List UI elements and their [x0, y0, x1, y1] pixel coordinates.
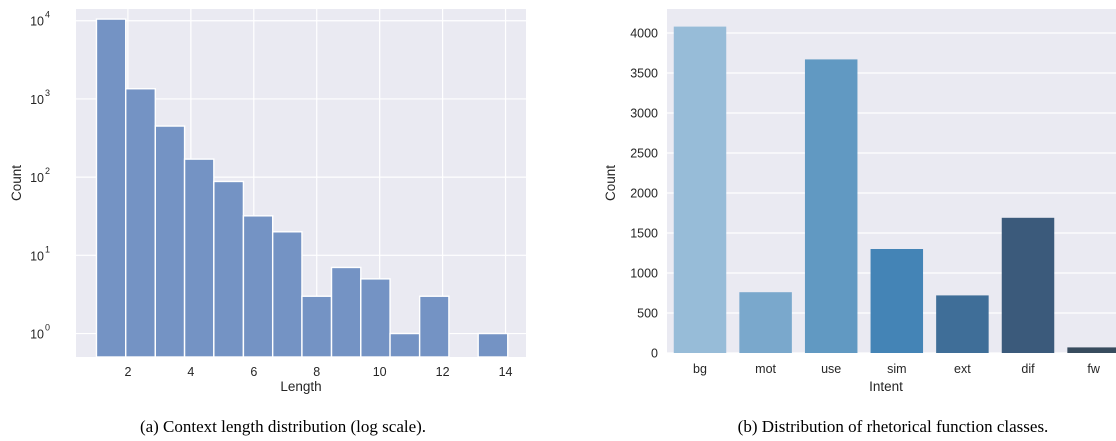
right-x-tick-label: sim	[887, 362, 906, 376]
left-y-tick-exponent: 0	[45, 323, 50, 333]
histogram-bar	[271, 231, 303, 358]
right-y-tick-label: 3000	[630, 107, 658, 121]
left-y-tick-exponent: 3	[45, 88, 50, 98]
right-y-axis-title: Count	[603, 165, 618, 201]
right-x-tick-label: mot	[755, 362, 776, 376]
histogram-bar	[301, 295, 333, 358]
left-x-tick-label: 2	[124, 365, 131, 379]
histogram-bar	[95, 18, 127, 358]
right-x-tick-label: dif	[1021, 362, 1035, 376]
left-y-axis-title: Count	[9, 165, 24, 201]
left-x-tick-labels: 2 4 6 8 10 12 14	[124, 365, 512, 379]
bar-ext	[936, 295, 989, 353]
right-x-tick-label: bg	[693, 362, 707, 376]
right-y-tick-label: 0	[651, 347, 658, 361]
left-y-tick-label: 10	[30, 171, 44, 185]
right-x-tick-label: fw	[1087, 362, 1100, 376]
right-y-tick-label: 2000	[630, 187, 658, 201]
left-y-tick-label: 10	[30, 15, 44, 29]
right-x-tick-label: ext	[954, 362, 971, 376]
histogram-bar	[330, 266, 362, 358]
left-bars	[95, 18, 509, 358]
right-caption: (b) Distribution of rhetorical function …	[738, 417, 1049, 436]
left-x-axis-title: Length	[280, 379, 321, 394]
right-y-tick-label: 3500	[630, 67, 658, 81]
left-y-tick-label: 10	[30, 93, 44, 107]
left-y-tick-label: 10	[30, 328, 44, 342]
left-y-tick-label: 10	[30, 249, 44, 263]
histogram-bar	[418, 295, 450, 358]
bar-mot	[739, 292, 792, 353]
left-y-tick-exponent: 4	[45, 10, 50, 20]
bar-bg	[673, 26, 727, 353]
left-x-tick-label: 6	[250, 365, 257, 379]
right-y-tick-label: 500	[637, 307, 658, 321]
histogram-bar	[242, 215, 274, 358]
right-y-tick-labels: 0 500 1000 1500 2000 2500 3000 3500 4000	[630, 27, 658, 361]
left-x-tick-label: 4	[187, 365, 194, 379]
histogram-bar	[213, 180, 245, 358]
right-x-tick-labels: bg mot use sim ext dif fw	[693, 362, 1101, 376]
left-y-tick-exponent: 2	[45, 166, 50, 176]
left-y-tick-exponent: 1	[45, 244, 50, 254]
bar-use	[804, 59, 858, 354]
left-x-tick-label: 12	[436, 365, 450, 379]
histogram-bar	[154, 125, 186, 358]
bar-dif	[1001, 217, 1055, 353]
left-x-tick-label: 10	[373, 365, 387, 379]
right-bars	[673, 26, 1116, 354]
right-x-tick-label: use	[821, 362, 841, 376]
right-y-tick-label: 1500	[630, 227, 658, 241]
right-y-tick-label: 1000	[630, 267, 658, 281]
histogram-bar	[389, 332, 421, 358]
right-x-axis-title: Intent	[869, 379, 903, 394]
bar-fw	[1067, 347, 1116, 353]
intent-distribution-chart: bg mot use sim ext dif fw 0 500 1000 1500 2000 2500…	[603, 9, 1116, 436]
left-x-tick-label: 14	[499, 365, 513, 379]
right-y-tick-label: 2500	[630, 147, 658, 161]
histogram-bar	[477, 332, 509, 358]
left-x-tick-label: 8	[313, 365, 320, 379]
left-caption: (a) Context length distribution (log sca…	[140, 417, 426, 436]
bar-sim	[870, 249, 924, 353]
histogram-bar	[125, 88, 157, 358]
histogram-bar	[183, 158, 215, 358]
right-y-tick-label: 4000	[630, 27, 658, 41]
histogram-bar	[360, 278, 391, 358]
